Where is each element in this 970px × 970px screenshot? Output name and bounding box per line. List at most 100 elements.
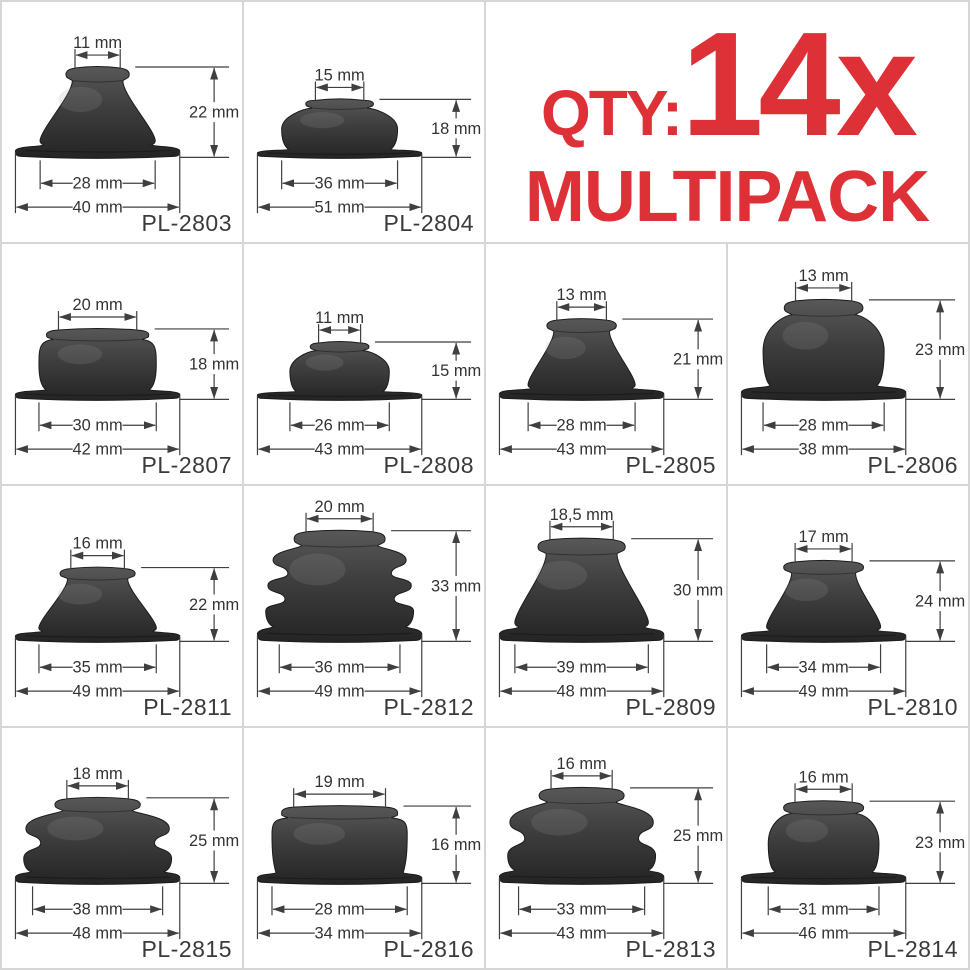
outer-dim-label: 48 mm <box>557 683 607 701</box>
height-dim-label: 30 mm <box>673 581 723 599</box>
outer-dimension: 51 mm <box>256 153 423 218</box>
inner-dim-label: 36 mm <box>315 175 365 193</box>
top-dim-label: 13 mm <box>557 286 607 304</box>
boot-shape <box>14 796 181 885</box>
height-dim-label: 22 mm <box>189 104 239 122</box>
top-dimension: 11 mm <box>73 34 122 70</box>
boot-diagram: 18 mm 25 mm 38 mm 48 mm <box>14 765 239 944</box>
top-dim-label: 11 mm <box>315 309 364 327</box>
qty-value: 14x <box>681 2 918 167</box>
product-cell: 20 mm 33 mm 36 mm 49 mm PL-2812 <box>244 486 484 726</box>
height-dimension: 24 mm <box>869 560 965 642</box>
product-cell: 11 mm 22 mm 28 mm 40 mm PL-2803 <box>2 2 242 242</box>
inner-dim-label: 36 mm <box>315 659 365 677</box>
boot-shape <box>256 98 423 159</box>
boot-shape <box>498 786 665 885</box>
top-dim-label: 20 mm <box>73 296 123 314</box>
height-dim-label: 18 mm <box>431 120 481 138</box>
outer-dim-label: 49 mm <box>799 683 849 701</box>
outer-dim-label: 48 mm <box>73 925 123 943</box>
boot-shape <box>14 327 181 401</box>
boot-shape <box>740 298 907 401</box>
boot-shape <box>740 559 907 643</box>
top-dim-label: 20 mm <box>315 498 365 516</box>
top-dimension: 16 mm <box>794 768 853 804</box>
part-number: PL-2809 <box>625 694 716 720</box>
product-cell: 20 mm 18 mm 30 mm 42 mm PL-2807 <box>2 244 242 484</box>
product-cell: 13 mm 23 mm 28 mm 38 mm PL-2806 <box>728 244 968 484</box>
inner-dim-label: 26 mm <box>315 417 365 435</box>
top-dimension: 17 mm <box>794 528 853 563</box>
inner-dimension: 28 mm <box>762 402 885 436</box>
inner-dimension: 28 mm <box>527 402 636 436</box>
part-number: PL-2804 <box>383 210 474 236</box>
inner-dimension: 30 mm <box>38 402 157 436</box>
inner-dim-label: 28 mm <box>557 417 607 435</box>
outer-dimension: 49 mm <box>256 634 423 702</box>
height-dim-label: 23 mm <box>915 834 965 852</box>
outer-dim-label: 34 mm <box>315 925 365 943</box>
top-dimension: 18 mm <box>66 765 129 800</box>
part-number: PL-2816 <box>383 936 474 962</box>
height-dimension: 16 mm <box>403 805 481 884</box>
part-number: PL-2805 <box>625 452 716 478</box>
part-number: PL-2806 <box>867 452 958 478</box>
inner-dim-label: 31 mm <box>799 901 849 919</box>
product-cell: 11 mm 15 mm 26 mm 43 mm PL-2808 <box>244 244 484 484</box>
product-cell: 13 mm 21 mm 28 mm 43 mm PL-2805 <box>486 244 726 484</box>
boot-diagram: 11 mm 15 mm 26 mm 43 mm <box>256 309 481 460</box>
top-dim-label: 13 mm <box>799 267 849 285</box>
inner-dimension: 28 mm <box>39 160 156 194</box>
boot-diagram: 20 mm 18 mm 30 mm 42 mm <box>14 296 239 460</box>
product-cell: 16 mm 23 mm 31 mm 46 mm PL-2814 <box>728 728 968 968</box>
height-dimension: 23 mm <box>868 299 965 400</box>
height-dimension: 18 mm <box>379 98 481 158</box>
boot-shape <box>14 66 181 159</box>
outer-dim-label: 38 mm <box>799 441 849 459</box>
inner-dim-label: 30 mm <box>73 417 123 435</box>
outer-dimension: 38 mm <box>740 393 907 460</box>
boot-shape <box>498 318 665 401</box>
part-number: PL-2814 <box>867 936 958 962</box>
height-dimension: 22 mm <box>141 566 239 642</box>
outer-dimension: 48 mm <box>498 635 665 702</box>
top-dim-label: 16 mm <box>557 755 607 773</box>
height-dimension: 23 mm <box>869 800 965 884</box>
outer-dimension: 48 mm <box>14 878 181 944</box>
product-cell: 16 mm 22 mm 35 mm 49 mm PL-2811 <box>2 486 242 726</box>
inner-dimension: 31 mm <box>767 886 880 920</box>
outer-dimension: 43 mm <box>498 877 665 944</box>
boot-diagram: 13 mm 23 mm 28 mm 38 mm <box>740 267 965 460</box>
boot-diagram: 11 mm 22 mm 28 mm 40 mm <box>14 34 239 218</box>
outer-dimension: 42 mm <box>14 395 181 460</box>
outer-dimension: 43 mm <box>498 394 665 460</box>
height-dim-label: 22 mm <box>189 596 239 614</box>
inner-dimension: 35 mm <box>38 644 157 678</box>
boot-diagram: 16 mm 22 mm 35 mm 49 mm <box>14 535 239 702</box>
height-dim-label: 15 mm <box>431 362 481 380</box>
outer-dim-label: 43 mm <box>315 441 365 459</box>
inner-dim-label: 35 mm <box>73 659 123 677</box>
top-dimension: 20 mm <box>57 296 138 331</box>
top-dimension: 11 mm <box>315 309 364 344</box>
height-dim-label: 33 mm <box>431 577 481 595</box>
height-dimension: 25 mm <box>146 797 239 884</box>
pack-label: MULTIPACK <box>524 157 930 237</box>
inner-dim-label: 39 mm <box>557 659 607 677</box>
inner-dimension: 26 mm <box>289 402 390 436</box>
qty-header: QTY: 14x MULTIPACK <box>486 2 968 242</box>
height-dimension: 33 mm <box>391 530 481 642</box>
product-cell: 16 mm 25 mm 33 mm 43 mm PL-2813 <box>486 728 726 968</box>
height-dim-label: 23 mm <box>915 341 965 359</box>
part-number: PL-2807 <box>141 452 232 478</box>
height-dimension: 21 mm <box>622 318 723 400</box>
inner-dimension: 36 mm <box>281 160 399 194</box>
outer-dim-label: 46 mm <box>799 925 849 943</box>
top-dim-label: 18,5 mm <box>550 506 614 524</box>
product-cell: 18,5 mm 30 mm 39 mm 48 mm PL-2809 <box>486 486 726 726</box>
inner-dim-label: 28 mm <box>315 901 365 919</box>
product-cell: 15 mm 18 mm 36 mm 51 mm PL-2804 <box>244 2 484 242</box>
product-cell: 18 mm 25 mm 38 mm 48 mm PL-2815 <box>2 728 242 968</box>
top-dimension: 16 mm <box>70 535 125 570</box>
boot-shape <box>256 340 423 401</box>
